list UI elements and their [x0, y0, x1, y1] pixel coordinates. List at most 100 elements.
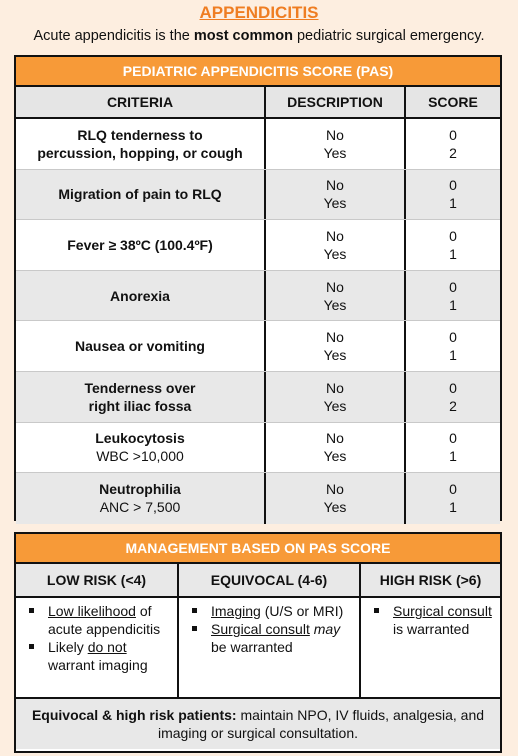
high-risk-cell: Surgical consult is warranted — [361, 598, 500, 697]
description-text: No — [326, 481, 344, 498]
criteria-text: right iliac fossa — [88, 397, 192, 414]
description-cell: No Yes — [266, 119, 406, 169]
pas-header-row: CRITERIA DESCRIPTION SCORE — [16, 87, 500, 119]
list-item: Imaging (U/S or MRI) — [189, 602, 353, 620]
low-risk-b2-underlined: do not — [87, 639, 127, 655]
description-text: No — [326, 126, 344, 143]
criteria-text: percussion, hopping, or cough — [37, 144, 243, 161]
score-value: 1 — [449, 448, 457, 465]
description-text: No — [326, 379, 344, 396]
subtitle-post: pediatric surgical emergency. — [292, 28, 485, 44]
table-row: Leukocytosis WBC >10,000 No Yes 0 1 — [16, 422, 500, 474]
criteria-text: Tenderness over — [84, 379, 196, 396]
description-text: Yes — [323, 499, 347, 516]
equivocal-header: EQUIVOCAL (4-6) — [179, 564, 361, 596]
low-risk-b2-post: warrant imaging — [48, 657, 148, 673]
list-item: Likely do not warrant imaging — [26, 638, 171, 674]
management-heading: MANAGEMENT BASED ON PAS SCORE — [16, 534, 500, 564]
criteria-text: Leukocytosis — [95, 430, 185, 447]
description-cell: No Yes — [266, 422, 406, 473]
score-value: 0 — [449, 329, 457, 346]
low-risk-b1-underlined: Low likelihood — [48, 603, 136, 619]
description-cell: No Yes — [266, 220, 406, 270]
description-text: No — [326, 177, 344, 194]
score-value: 1 — [449, 347, 457, 364]
score-value: 0 — [449, 227, 457, 244]
equivocal-b1-text: (U/S or MRI) — [260, 603, 344, 619]
score-value: 0 — [449, 481, 457, 498]
description-cell: No Yes — [266, 321, 406, 371]
criteria-text: Neutrophilia — [99, 481, 181, 498]
management-body-row: Low likelihood of acute appendicitis Lik… — [16, 598, 500, 699]
description-text: Yes — [323, 144, 347, 161]
equivocal-b2-italic: may — [313, 621, 341, 637]
score-value: 1 — [449, 245, 457, 262]
score-value: 1 — [449, 195, 457, 212]
page-title: APPENDICITIS — [199, 3, 319, 22]
pas-heading: PEDIATRIC APPENDICITIS SCORE (PAS) — [16, 57, 500, 87]
column-header-description: DESCRIPTION — [266, 87, 406, 117]
equivocal-b1-underlined: Imaging — [211, 603, 261, 619]
subtitle-bold: most common — [193, 28, 293, 44]
pas-table: PEDIATRIC APPENDICITIS SCORE (PAS) CRITE… — [14, 55, 502, 524]
criteria-cell: Neutrophilia ANC > 7,500 — [16, 473, 266, 524]
description-text: Yes — [323, 195, 347, 212]
score-value: 0 — [449, 126, 457, 143]
management-footer: Equivocal & high risk patients: maintain… — [16, 699, 500, 749]
description-text: Yes — [323, 347, 347, 364]
low-risk-b1-text: of acute appendicitis — [48, 603, 161, 637]
description-cell: No Yes — [266, 169, 406, 220]
subtitle-pre: Acute appendicitis is the — [33, 28, 194, 44]
low-risk-b2-pre: Likely — [48, 639, 88, 655]
description-text: No — [326, 329, 344, 346]
description-cell: No Yes — [266, 371, 406, 422]
equivocal-b2-underlined: Surgical consult — [211, 621, 310, 637]
criteria-cell: Tenderness over right iliac fossa — [16, 371, 266, 422]
score-value: 0 — [449, 379, 457, 396]
description-cell: No Yes — [266, 473, 406, 524]
high-risk-header: HIGH RISK (>6) — [379, 572, 482, 588]
description-text: Yes — [323, 245, 347, 262]
criteria-cell: Migration of pain to RLQ — [16, 169, 266, 220]
page-subtitle: Acute appendicitis is the most common pe… — [0, 28, 518, 44]
description-text: No — [326, 430, 344, 447]
list-item: Surgical consult may be warranted — [189, 620, 353, 656]
criteria-text: Migration of pain to RLQ — [58, 186, 222, 203]
footer-bold: Equivocal & high risk patients: — [31, 707, 237, 723]
table-row: Fever ≥ 38ºC (100.4ºF) No Yes 0 1 — [16, 220, 500, 271]
description-cell: No Yes — [266, 270, 406, 321]
criteria-subtext: WBC >10,000 — [96, 448, 184, 465]
footer-text: maintain NPO, IV fluids, analgesia, and … — [158, 707, 485, 741]
low-risk-header: LOW RISK (<4) — [16, 564, 179, 596]
table-row: Migration of pain to RLQ No Yes 0 1 — [16, 169, 500, 221]
description-text: No — [326, 278, 344, 295]
description-text: Yes — [323, 397, 347, 414]
description-text: Yes — [323, 448, 347, 465]
criteria-cell: RLQ tenderness to percussion, hopping, or… — [16, 119, 266, 169]
table-row: Anorexia No Yes 0 1 — [16, 270, 500, 322]
criteria-text: Fever ≥ 38ºC (100.4ºF) — [67, 236, 213, 253]
score-value: 0 — [449, 430, 457, 447]
management-header-row: LOW RISK (<4) EQUIVOCAL (4-6) HIGH RISK … — [16, 564, 500, 598]
description-text: Yes — [323, 296, 347, 313]
score-value: 2 — [449, 397, 457, 414]
equivocal-b2-post: be warranted — [211, 639, 293, 655]
list-item: Surgical consult is warranted — [371, 602, 494, 638]
table-row: Tenderness over right iliac fossa No Yes 0 2 — [16, 371, 500, 423]
criteria-subtext: ANC > 7,500 — [99, 499, 181, 516]
score-value: 0 — [449, 177, 457, 194]
score-value: 1 — [449, 296, 457, 313]
equivocal-cell: Imaging (U/S or MRI) Surgical consult ma… — [179, 598, 361, 697]
score-value: 2 — [449, 144, 457, 161]
criteria-text: Nausea or vomiting — [75, 338, 205, 355]
score-value: 0 — [449, 278, 457, 295]
criteria-cell: Anorexia — [16, 270, 266, 321]
